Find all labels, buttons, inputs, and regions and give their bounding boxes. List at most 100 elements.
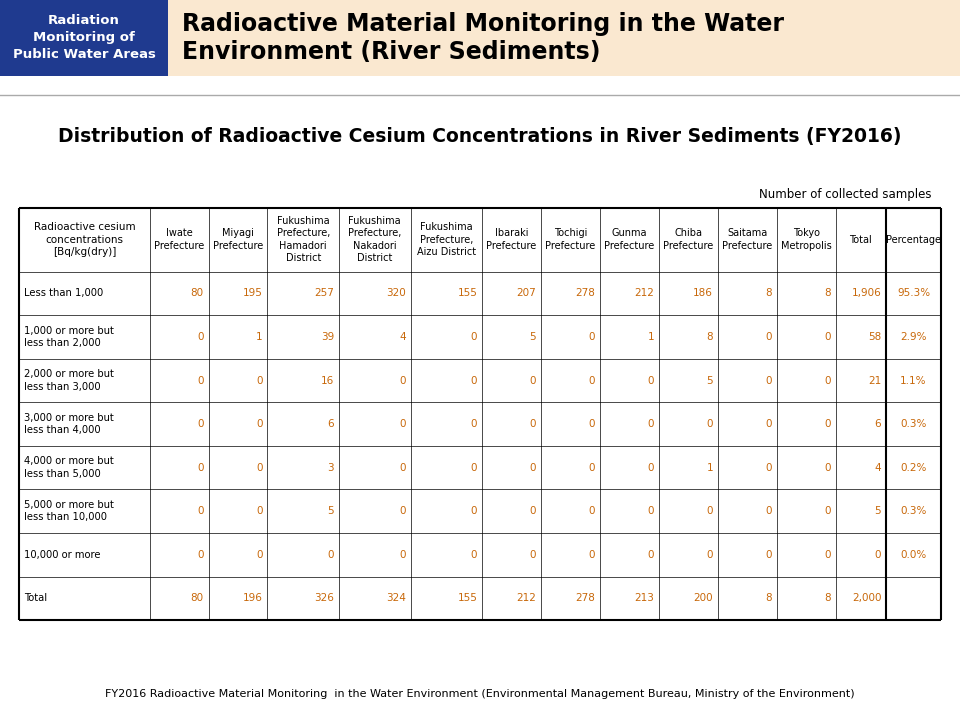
Text: 4: 4 — [399, 332, 406, 342]
Text: 0: 0 — [648, 376, 654, 385]
Text: 207: 207 — [516, 289, 537, 298]
Text: 0: 0 — [399, 376, 406, 385]
Text: 0: 0 — [197, 463, 204, 472]
Text: 5: 5 — [707, 376, 713, 385]
Text: 8: 8 — [825, 289, 830, 298]
Text: 1.1%: 1.1% — [900, 376, 926, 385]
Text: 1: 1 — [707, 463, 713, 472]
Text: 6: 6 — [327, 419, 334, 429]
Text: Distribution of Radioactive Cesium Concentrations in River Sediments (FY2016): Distribution of Radioactive Cesium Conce… — [59, 127, 901, 146]
Text: 16: 16 — [321, 376, 334, 385]
Text: 4: 4 — [875, 463, 881, 472]
Text: 0: 0 — [530, 550, 537, 559]
Text: FY2016 Radioactive Material Monitoring  in the Water Environment (Environmental : FY2016 Radioactive Material Monitoring i… — [106, 689, 854, 699]
Text: 155: 155 — [457, 593, 477, 603]
Text: 0: 0 — [588, 506, 595, 516]
Text: 0: 0 — [765, 550, 772, 559]
Text: 195: 195 — [243, 289, 263, 298]
Text: 0.0%: 0.0% — [900, 550, 926, 559]
Text: 278: 278 — [575, 289, 595, 298]
Text: 0: 0 — [399, 419, 406, 429]
Text: 10,000 or more: 10,000 or more — [24, 550, 101, 559]
Text: 0: 0 — [825, 332, 830, 342]
Text: 21: 21 — [868, 376, 881, 385]
Text: Percentage: Percentage — [886, 235, 941, 245]
Text: 0: 0 — [648, 463, 654, 472]
Text: Radioactive cesium
concentrations
[Bq/kg(dry)]: Radioactive cesium concentrations [Bq/kg… — [34, 222, 135, 257]
Text: 0: 0 — [707, 506, 713, 516]
Text: 0: 0 — [470, 506, 477, 516]
Text: Total: Total — [850, 235, 873, 245]
Text: 1,000 or more but
less than 2,000: 1,000 or more but less than 2,000 — [24, 325, 114, 348]
Text: Less than 1,000: Less than 1,000 — [24, 289, 104, 298]
Text: 0: 0 — [765, 506, 772, 516]
Bar — [0, 0, 168, 76]
Text: Tokyo
Metropolis: Tokyo Metropolis — [780, 228, 831, 251]
Text: 1: 1 — [256, 332, 263, 342]
Text: 5: 5 — [530, 332, 537, 342]
Text: 0: 0 — [825, 506, 830, 516]
Text: 95.3%: 95.3% — [897, 289, 930, 298]
Text: Tochigi
Prefecture: Tochigi Prefecture — [545, 228, 595, 251]
Text: 0: 0 — [707, 550, 713, 559]
Text: 1,906: 1,906 — [852, 289, 881, 298]
Text: Radioactive Material Monitoring in the Water
Environment (River Sediments): Radioactive Material Monitoring in the W… — [182, 12, 784, 63]
Text: 0: 0 — [399, 463, 406, 472]
Text: 8: 8 — [765, 289, 772, 298]
Text: 0: 0 — [648, 550, 654, 559]
Text: 326: 326 — [314, 593, 334, 603]
Text: Saitama
Prefecture: Saitama Prefecture — [722, 228, 773, 251]
Text: 0: 0 — [256, 506, 263, 516]
Text: 196: 196 — [243, 593, 263, 603]
Text: 0: 0 — [707, 419, 713, 429]
Text: 2,000 or more but
less than 3,000: 2,000 or more but less than 3,000 — [24, 369, 114, 392]
Text: 39: 39 — [321, 332, 334, 342]
Text: 155: 155 — [457, 289, 477, 298]
Text: Miyagi
Prefecture: Miyagi Prefecture — [213, 228, 263, 251]
Text: Ibaraki
Prefecture: Ibaraki Prefecture — [487, 228, 537, 251]
Text: 5,000 or more but
less than 10,000: 5,000 or more but less than 10,000 — [24, 500, 114, 523]
Text: 324: 324 — [386, 593, 406, 603]
Text: 0: 0 — [530, 376, 537, 385]
Text: 0: 0 — [256, 463, 263, 472]
Text: 2,000: 2,000 — [852, 593, 881, 603]
Text: 257: 257 — [314, 289, 334, 298]
Text: 1: 1 — [647, 332, 654, 342]
Text: Gunma
Prefecture: Gunma Prefecture — [604, 228, 655, 251]
Text: 0: 0 — [470, 419, 477, 429]
Text: 0: 0 — [825, 463, 830, 472]
Text: 3,000 or more but
less than 4,000: 3,000 or more but less than 4,000 — [24, 413, 113, 436]
Text: 0: 0 — [470, 463, 477, 472]
Text: 6: 6 — [875, 419, 881, 429]
Text: 0: 0 — [470, 550, 477, 559]
Text: 0: 0 — [197, 550, 204, 559]
Text: 0: 0 — [327, 550, 334, 559]
Text: 0: 0 — [256, 419, 263, 429]
Text: 0: 0 — [825, 376, 830, 385]
Text: 320: 320 — [386, 289, 406, 298]
Text: 0: 0 — [470, 332, 477, 342]
Text: 4,000 or more but
less than 5,000: 4,000 or more but less than 5,000 — [24, 456, 113, 479]
Text: 0: 0 — [765, 463, 772, 472]
Text: Total: Total — [24, 593, 47, 603]
Text: 0: 0 — [399, 550, 406, 559]
Text: 80: 80 — [191, 593, 204, 603]
Text: 80: 80 — [191, 289, 204, 298]
Text: 200: 200 — [693, 593, 713, 603]
Text: 0: 0 — [256, 550, 263, 559]
Text: 0: 0 — [825, 419, 830, 429]
Text: 5: 5 — [327, 506, 334, 516]
Text: 0: 0 — [875, 550, 881, 559]
Text: 0: 0 — [197, 506, 204, 516]
Text: 0: 0 — [825, 550, 830, 559]
Text: Number of collected samples: Number of collected samples — [758, 189, 931, 202]
Text: 0.2%: 0.2% — [900, 463, 926, 472]
Text: 0: 0 — [765, 332, 772, 342]
Text: 8: 8 — [707, 332, 713, 342]
Text: 0: 0 — [588, 463, 595, 472]
Text: 8: 8 — [825, 593, 830, 603]
Text: 0: 0 — [588, 332, 595, 342]
Text: 0: 0 — [648, 506, 654, 516]
Text: 0: 0 — [530, 419, 537, 429]
Text: 0: 0 — [197, 376, 204, 385]
